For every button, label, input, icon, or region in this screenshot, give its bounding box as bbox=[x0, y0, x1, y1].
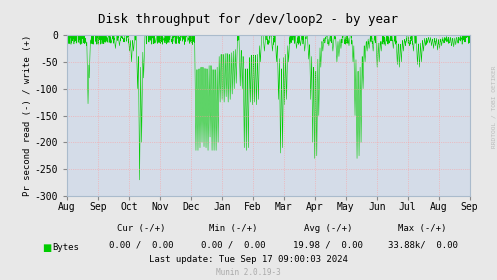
Text: RRDTOOL / TOBI OETIKER: RRDTOOL / TOBI OETIKER bbox=[491, 65, 496, 148]
Text: Cur (-/+): Cur (-/+) bbox=[117, 224, 166, 233]
Text: Last update: Tue Sep 17 09:00:03 2024: Last update: Tue Sep 17 09:00:03 2024 bbox=[149, 255, 348, 264]
Text: 33.88k/  0.00: 33.88k/ 0.00 bbox=[388, 241, 457, 250]
Text: Disk throughput for /dev/loop2 - by year: Disk throughput for /dev/loop2 - by year bbox=[98, 13, 399, 25]
Text: Min (-/+): Min (-/+) bbox=[209, 224, 258, 233]
Text: 19.98 /  0.00: 19.98 / 0.00 bbox=[293, 241, 363, 250]
Y-axis label: Pr second read (-) / write (+): Pr second read (-) / write (+) bbox=[23, 35, 32, 196]
Text: Avg (-/+): Avg (-/+) bbox=[304, 224, 352, 233]
Text: ■: ■ bbox=[42, 243, 52, 253]
Text: Munin 2.0.19-3: Munin 2.0.19-3 bbox=[216, 268, 281, 277]
Text: Bytes: Bytes bbox=[52, 243, 79, 252]
Text: 0.00 /  0.00: 0.00 / 0.00 bbox=[109, 241, 174, 250]
Text: Max (-/+): Max (-/+) bbox=[398, 224, 447, 233]
Text: 0.00 /  0.00: 0.00 / 0.00 bbox=[201, 241, 266, 250]
